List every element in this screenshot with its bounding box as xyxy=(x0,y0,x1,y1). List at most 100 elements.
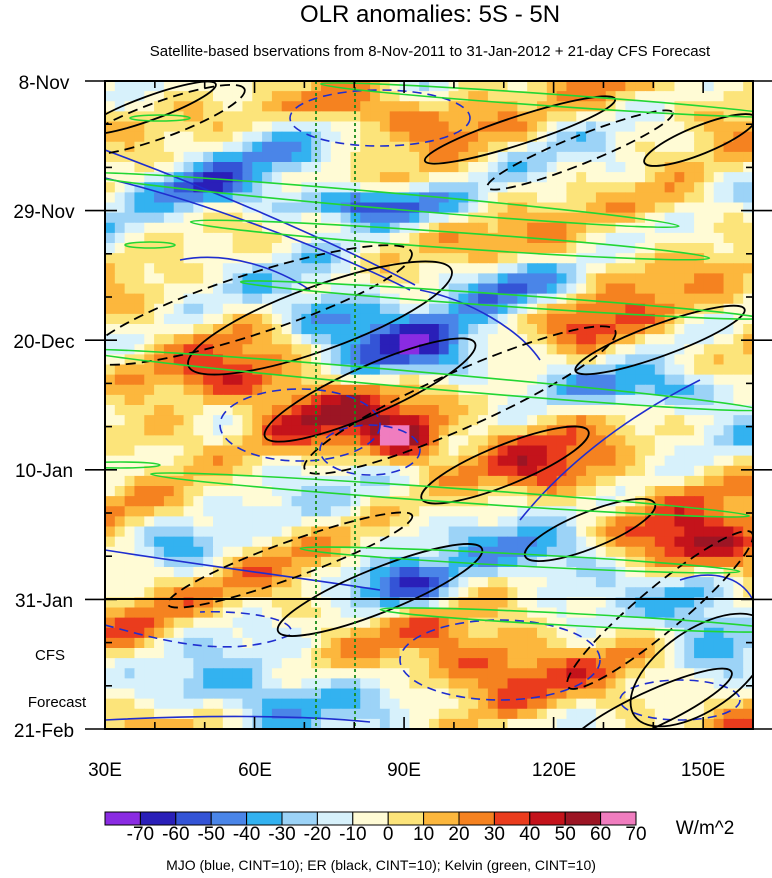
olr-cell xyxy=(635,415,646,426)
olr-cell xyxy=(301,111,312,123)
olr-cell xyxy=(438,141,450,153)
olr-cell xyxy=(419,374,430,386)
olr-cell xyxy=(458,81,469,92)
olr-cell xyxy=(743,668,753,679)
olr-cell xyxy=(321,313,332,325)
olr-cell xyxy=(183,374,194,386)
olr-cell xyxy=(173,627,185,639)
olr-cell xyxy=(134,394,145,406)
olr-cell xyxy=(291,151,302,163)
olr-cell xyxy=(713,475,725,487)
olr-cell xyxy=(635,192,646,204)
olr-cell xyxy=(203,374,214,386)
olr-cell xyxy=(163,718,175,729)
olr-cell xyxy=(438,313,450,325)
olr-cell xyxy=(213,192,224,204)
olr-cell xyxy=(537,658,548,669)
olr-cell xyxy=(527,658,538,669)
olr-cell xyxy=(487,698,499,710)
olr-cell xyxy=(311,121,322,133)
olr-cell xyxy=(321,324,332,335)
olr-cell xyxy=(252,324,263,335)
olr-cell xyxy=(537,546,548,558)
olr-cell xyxy=(399,698,410,710)
olr-cell xyxy=(684,658,695,669)
olr-cell xyxy=(340,597,352,609)
olr-cell xyxy=(114,182,126,193)
olr-cell xyxy=(556,425,568,436)
olr-cell xyxy=(654,263,666,274)
olr-cell xyxy=(664,425,676,436)
olr-cell xyxy=(517,141,528,153)
olr-cell xyxy=(379,243,391,254)
olr-cell xyxy=(242,243,253,254)
olr-cell xyxy=(419,506,430,517)
olr-cell xyxy=(605,354,617,366)
olr-cell xyxy=(252,374,263,386)
olr-cell xyxy=(173,263,185,274)
olr-cell xyxy=(458,668,469,679)
olr-cell xyxy=(360,435,371,447)
olr-cell xyxy=(468,81,479,92)
olr-cell xyxy=(448,324,460,335)
olr-cell xyxy=(105,587,116,598)
olr-cell xyxy=(566,698,577,710)
olr-cell xyxy=(271,718,283,729)
olr-cell xyxy=(576,243,587,254)
olr-cell xyxy=(546,567,558,578)
olr-cell xyxy=(321,506,332,517)
olr-cell xyxy=(566,668,577,679)
olr-cell xyxy=(556,506,568,517)
olr-cell xyxy=(487,627,499,639)
olr-cell xyxy=(379,536,391,548)
olr-cell xyxy=(163,81,175,92)
olr-cell xyxy=(301,445,312,457)
olr-cell xyxy=(321,222,332,234)
olr-cell xyxy=(733,192,744,204)
olr-cell xyxy=(723,475,734,487)
olr-cell xyxy=(330,435,342,447)
olr-cell xyxy=(595,293,607,305)
olr-cell xyxy=(340,536,352,548)
olr-cell xyxy=(193,556,204,568)
olr-cell xyxy=(478,101,489,112)
olr-cell xyxy=(458,627,469,639)
olr-cell xyxy=(703,293,715,305)
olr-cell xyxy=(586,313,597,325)
olr-cell xyxy=(301,496,312,507)
olr-cell xyxy=(213,394,224,406)
olr-cell xyxy=(507,637,518,649)
olr-cell xyxy=(507,394,518,406)
olr-cell xyxy=(605,111,617,123)
olr-cell xyxy=(507,192,518,204)
olr-cell xyxy=(743,607,753,619)
olr-cell xyxy=(173,617,185,629)
olr-cell xyxy=(645,627,656,639)
olr-cell xyxy=(163,688,175,700)
olr-cell xyxy=(242,283,253,295)
olr-cell xyxy=(527,577,538,588)
olr-cell xyxy=(252,526,263,538)
olr-cell xyxy=(487,445,499,457)
olr-cell xyxy=(124,253,136,264)
olr-cell xyxy=(517,222,528,234)
olr-cell xyxy=(566,334,577,345)
olr-cell xyxy=(340,445,352,457)
olr-cell xyxy=(595,253,607,264)
olr-cell xyxy=(291,111,302,123)
olr-cell xyxy=(203,141,214,153)
olr-cell xyxy=(703,637,715,649)
olr-cell xyxy=(566,131,577,143)
olr-cell xyxy=(370,162,381,173)
olr-cell xyxy=(674,435,685,447)
olr-cell xyxy=(203,516,214,528)
olr-cell xyxy=(124,435,136,447)
olr-cell xyxy=(144,273,155,285)
olr-cell xyxy=(370,394,381,406)
olr-cell xyxy=(438,222,450,234)
olr-cell xyxy=(546,182,558,193)
olr-cell xyxy=(134,111,145,123)
olr-cell xyxy=(586,556,597,568)
olr-cell xyxy=(281,313,293,325)
olr-cell xyxy=(497,324,509,335)
